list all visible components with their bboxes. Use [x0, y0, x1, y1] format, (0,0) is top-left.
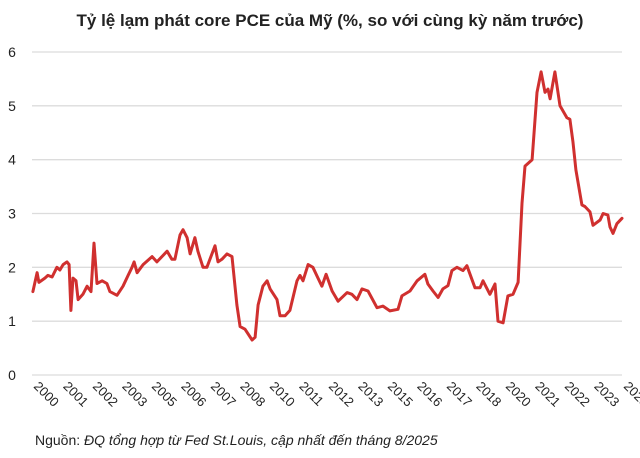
- x-tick-label: 2012: [326, 379, 357, 410]
- x-tick-label: 2011: [296, 379, 326, 409]
- x-tick-label: 2010: [267, 379, 298, 410]
- x-tick-label: 2001: [60, 379, 91, 410]
- x-tick-label: 2003: [119, 379, 150, 410]
- x-tick-label: 2023: [591, 379, 622, 410]
- x-tick-label: 2013: [355, 379, 386, 410]
- x-tick-label: 2017: [444, 379, 475, 410]
- y-tick-label: 6: [8, 44, 16, 60]
- chart: Tỷ lệ lạm phát core PCE của Mỹ (%, so vớ…: [8, 11, 640, 410]
- x-tick-label: 2005: [149, 379, 180, 410]
- gridlines: [32, 51, 622, 376]
- chart-title: Tỷ lệ lạm phát core PCE của Mỹ (%, so vớ…: [77, 11, 584, 30]
- x-tick-label: 2006: [178, 379, 209, 410]
- y-tick-label: 5: [8, 98, 16, 114]
- y-tick-label: 2: [8, 259, 16, 275]
- y-tick-label: 0: [8, 367, 16, 383]
- x-tick-label: 2022: [562, 379, 593, 410]
- x-tick-label: 2008: [237, 379, 268, 410]
- source-text: ĐQ tổng hợp từ Fed St.Louis, cập nhất đế…: [84, 432, 438, 448]
- x-tick-label: 2002: [90, 379, 121, 410]
- y-tick-label: 1: [8, 313, 16, 329]
- x-tick-label: 2015: [385, 379, 416, 410]
- x-tick-label: 2007: [208, 379, 239, 410]
- y-tick-label: 4: [8, 152, 16, 168]
- series: [31, 70, 624, 342]
- y-axis: 0 1 2 3 4 5 6: [8, 44, 16, 383]
- x-tick-label: 2016: [414, 379, 445, 410]
- series-line: [31, 70, 624, 342]
- y-tick-label: 3: [8, 206, 16, 222]
- x-axis: 2000200120022003200520062007200820102011…: [31, 379, 640, 410]
- source-note: Nguồn: ĐQ tổng hợp từ Fed St.Louis, cập …: [35, 432, 438, 448]
- x-tick-label: 2018: [473, 379, 504, 410]
- source-label: Nguồn:: [35, 432, 81, 448]
- x-tick-label: 2025: [621, 379, 640, 410]
- x-tick-label: 2021: [532, 379, 563, 410]
- x-tick-label: 2000: [31, 379, 62, 410]
- x-tick-label: 2020: [503, 379, 534, 410]
